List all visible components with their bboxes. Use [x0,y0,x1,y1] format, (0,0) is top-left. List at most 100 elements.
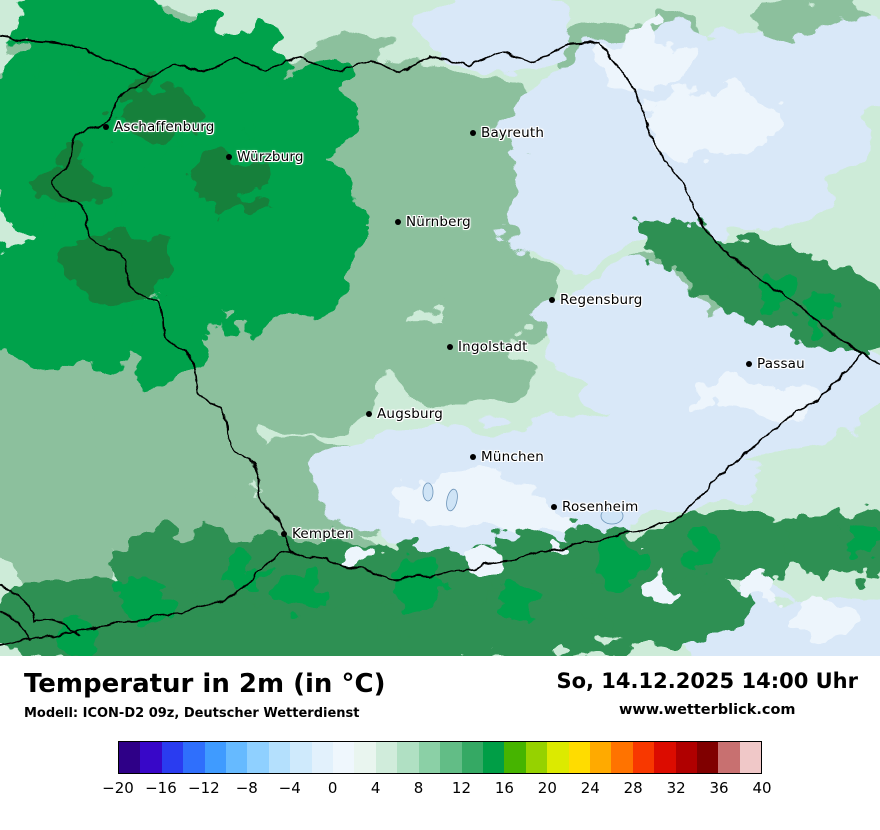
temp-field-light-blue [310,0,880,656]
colorbar-segment [204,741,227,773]
border-bavaria-west [51,77,293,553]
colorbar-segment [461,741,483,773]
border-austria-east [659,353,863,525]
city-dot [551,504,557,510]
city-marker: Ingolstadt [447,339,528,355]
colorbar-segment [290,741,312,773]
colorbar-tick-label: 32 [666,778,686,797]
city-dot [447,344,453,350]
colorbar-segment [718,741,740,773]
colorbar-tick-label: −20 [102,778,134,797]
city-dot [366,411,372,417]
colorbar-tick-label: 28 [623,778,643,797]
colorbar-segment [311,741,334,773]
map-field-svg [0,0,880,656]
colorbar-segment [161,741,184,773]
colorbar-tick-label: 36 [709,778,729,797]
city-dot [281,531,287,537]
colorbar-segment [525,741,548,773]
colorbar-segment [675,741,697,773]
colorbar-segment [696,741,719,773]
colorbar-segment [333,741,355,773]
border-alps [0,523,661,646]
colorbar-gradient [118,740,762,774]
city-layer: Aschaffenburg Würzburg Bayreuth Nürnberg Reg… [103,119,805,542]
model-info: Modell: ICON-D2 09z, Deutscher Wetterdie… [24,705,360,721]
city-marker: Bayreuth [470,125,544,141]
colorbar-segment [418,741,441,773]
colorbar-segment [739,741,762,773]
temp-field-valley-pockets [348,533,860,638]
map-footer: Temperatur in 2m (in °C) Modell: ICON-D2… [0,656,880,830]
city-marker: Passau [746,356,805,372]
city-marker: Kempten [281,526,354,542]
colorbar-segment [354,741,376,773]
colorbar-segment [568,741,590,773]
footer-right: So, 14.12.2025 14:00 Uhr www.wetterblick… [556,669,858,719]
city-marker: Regensburg [549,292,643,308]
city-label: Passau [757,356,805,372]
colorbar-tick-label: −12 [188,778,220,797]
colorbar-segment [547,741,569,773]
page-title: Temperatur in 2m (in °C) [24,669,386,699]
city-marker: Augsburg [366,406,443,422]
city-label: Bayreuth [481,125,545,141]
colorbar-segment [611,741,633,773]
colorbar-tick-label: 4 [370,778,381,797]
border-northwest [0,35,151,79]
city-marker: Würzburg [226,149,304,165]
colorbar-segment [183,741,205,773]
colorbar-tick-label: 0 [327,778,338,797]
colorbar-segment [119,741,141,773]
colorbar-tick-label: −4 [278,778,301,797]
city-label: Regensburg [560,292,643,308]
colorbar-tick-label: −16 [145,778,177,797]
border-north [149,41,599,79]
city-label: Rosenheim [562,499,639,515]
colorbar-tick-label: 20 [537,778,557,797]
colorbar-tick-label: −8 [235,778,258,797]
city-dot [103,124,109,130]
lakes [422,482,624,525]
city-marker: Aschaffenburg [103,119,215,135]
border-czech [597,41,880,365]
colorbar-segment [482,741,505,773]
colorbar-tick-label: 12 [451,778,471,797]
colorbar-segment [440,741,462,773]
colorbar-segment [632,741,655,773]
city-dot [470,130,476,136]
colorbar-tick-label: 8 [413,778,424,797]
footer-left: Temperatur in 2m (in °C) Modell: ICON-D2… [24,670,385,721]
city-label: Würzburg [237,149,304,165]
city-label: Ingolstadt [458,339,528,355]
colorbar-segment [268,741,291,773]
city-label: Augsburg [377,406,444,422]
border-southwest [0,585,81,641]
city-label: Nürnberg [406,214,471,230]
city-label: Kempten [292,526,354,542]
colorbar-segment [247,741,269,773]
footer-header: Temperatur in 2m (in °C) Modell: ICON-D2… [0,656,880,721]
country-borders [0,35,880,646]
colorbar-segment [589,741,612,773]
colorbar-tick-label: 16 [494,778,514,797]
colorbar-tick-label: 24 [580,778,600,797]
city-dot [395,219,401,225]
city-dot [226,154,232,160]
city-marker: Rosenheim [551,499,639,515]
colorbar-tick-label: 40 [752,778,772,797]
city-dot [549,297,555,303]
colorbar-segment [226,741,248,773]
city-dot [470,454,476,460]
valid-datetime: So, 14.12.2025 14:00 Uhr [556,669,858,693]
colorbar-segment [140,741,162,773]
city-label: München [481,449,545,465]
colorbar-segment [397,741,419,773]
website-label: www.wetterblick.com [618,702,796,719]
city-marker: München [470,449,544,465]
city-dot [746,361,752,367]
colorbar: −20 −16 −12 −8 −4 0 4 8 12 16 20 24 28 32 36 40 [102,740,772,799]
city-marker: Nürnberg [395,214,471,230]
temp-field-forest-patches [35,85,270,300]
